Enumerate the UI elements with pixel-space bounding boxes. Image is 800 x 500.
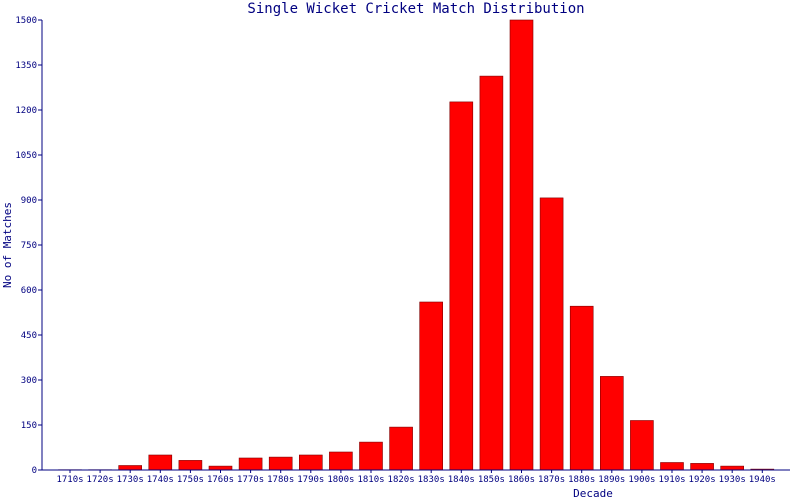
x-axis-ticks: 1710s 1720s 1730s 1740s 1750s 1760s 1770s 1780s… bbox=[56, 470, 776, 485]
x-tick-label: 1760s bbox=[207, 475, 234, 485]
x-tick-label: 1810s bbox=[357, 475, 384, 485]
x-tick-label: 1890s bbox=[598, 475, 625, 485]
y-axis-label: No of Matches bbox=[1, 202, 14, 288]
bar-1810s bbox=[359, 441, 383, 471]
bar-1830s bbox=[419, 301, 444, 471]
x-tick-label: 1750s bbox=[177, 475, 204, 485]
x-tick-label: 1710s bbox=[56, 475, 83, 485]
bar-1730s bbox=[118, 465, 142, 471]
y-axis-ticks: 0 150 300 450 600 750 900 1050 1200 1350 1500 bbox=[15, 16, 42, 476]
y-tick-label: 300 bbox=[21, 376, 37, 386]
bar-1770s bbox=[238, 457, 263, 471]
y-tick-label: 0 bbox=[32, 466, 37, 476]
bar-1860s bbox=[509, 19, 534, 471]
y-tick-label: 450 bbox=[21, 331, 37, 341]
x-tick-label: 1780s bbox=[267, 475, 294, 485]
y-tick-label: 1200 bbox=[15, 106, 37, 116]
bar-1870s bbox=[539, 197, 564, 471]
bars-group bbox=[58, 19, 775, 471]
x-tick-label: 1850s bbox=[478, 475, 505, 485]
x-tick-label: 1730s bbox=[117, 475, 144, 485]
x-tick-label: 1930s bbox=[719, 475, 746, 485]
y-tick-label: 1500 bbox=[15, 16, 37, 26]
x-tick-label: 1880s bbox=[568, 475, 595, 485]
bar-1800s bbox=[329, 451, 353, 471]
bar-1750s bbox=[178, 460, 203, 471]
y-tick-label: 1350 bbox=[15, 61, 37, 71]
bar-1780s bbox=[268, 456, 293, 471]
bar-1920s bbox=[690, 463, 714, 471]
y-tick-label: 1050 bbox=[15, 151, 37, 161]
x-tick-label: 1830s bbox=[418, 475, 445, 485]
bar-1850s bbox=[479, 75, 504, 471]
bar-1840s bbox=[449, 101, 474, 471]
bar-1900s bbox=[630, 420, 654, 471]
bar-1890s bbox=[599, 376, 624, 471]
bar-1760s bbox=[208, 465, 233, 471]
chart-title: Single Wicket Cricket Match Distribution bbox=[247, 1, 584, 17]
bar-1790s bbox=[298, 454, 323, 471]
x-tick-label: 1770s bbox=[237, 475, 264, 485]
x-tick-label: 1900s bbox=[628, 475, 655, 485]
y-tick-label: 750 bbox=[21, 241, 37, 251]
bar-1910s bbox=[660, 462, 684, 471]
bar-1930s bbox=[720, 465, 745, 471]
x-tick-label: 1740s bbox=[147, 475, 174, 485]
bar-1820s bbox=[389, 426, 413, 471]
x-tick-label: 1910s bbox=[658, 475, 685, 485]
y-tick-label: 600 bbox=[21, 286, 37, 296]
x-tick-label: 1920s bbox=[689, 475, 716, 485]
x-axis-label: Decade bbox=[573, 487, 613, 500]
x-tick-label: 1720s bbox=[87, 475, 114, 485]
x-tick-label: 1800s bbox=[327, 475, 354, 485]
bar-1740s bbox=[148, 454, 173, 471]
y-tick-label: 900 bbox=[21, 196, 37, 206]
x-tick-label: 1790s bbox=[297, 475, 324, 485]
x-tick-label: 1860s bbox=[508, 475, 535, 485]
bar-1880s bbox=[569, 305, 594, 471]
x-tick-label: 1820s bbox=[388, 475, 415, 485]
y-tick-label: 150 bbox=[21, 421, 37, 431]
x-tick-label: 1870s bbox=[538, 475, 565, 485]
x-tick-label: 1840s bbox=[448, 475, 475, 485]
x-tick-label: 1940s bbox=[749, 475, 776, 485]
